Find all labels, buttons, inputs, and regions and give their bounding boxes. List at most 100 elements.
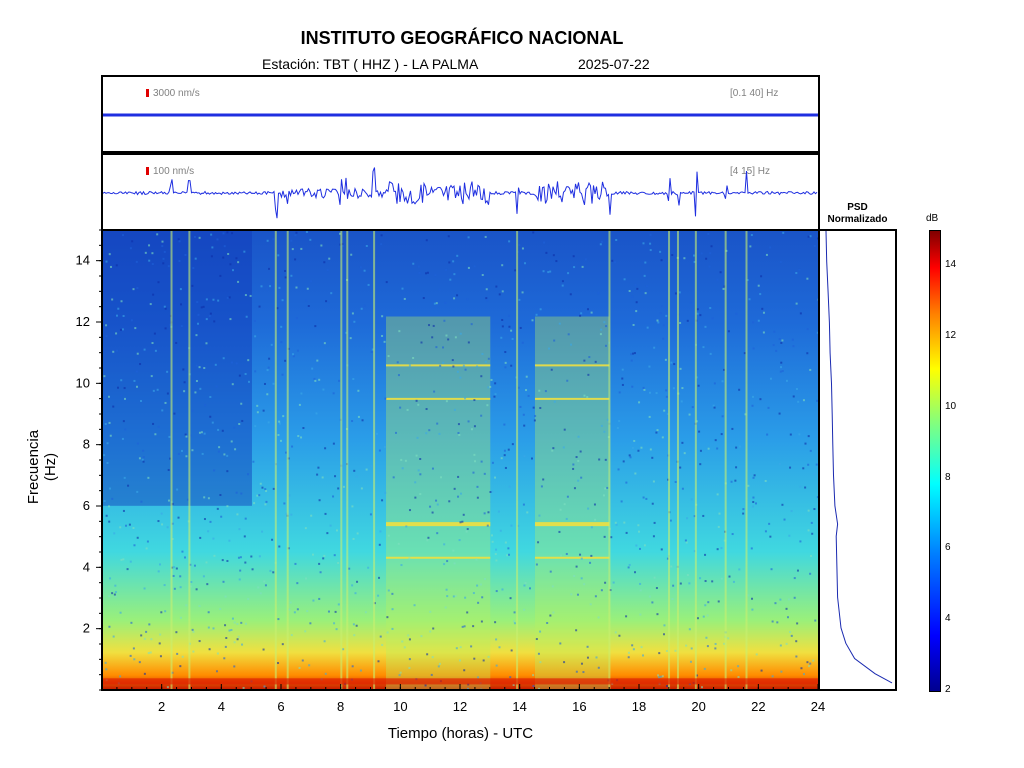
noise-speck	[579, 553, 582, 556]
noise-speck	[565, 552, 568, 555]
noise-speck	[470, 645, 473, 648]
noise-speck	[119, 675, 122, 678]
noise-speck	[317, 466, 320, 469]
noise-speck	[495, 285, 498, 288]
noise-speck	[594, 360, 597, 363]
noise-speck	[480, 414, 483, 417]
noise-speck	[198, 605, 201, 608]
noise-speck	[243, 535, 246, 538]
noise-speck	[386, 616, 389, 619]
noise-speck	[143, 587, 146, 590]
noise-speck	[603, 321, 606, 324]
noise-speck	[345, 331, 348, 334]
noise-speck	[446, 560, 449, 563]
noise-speck	[774, 602, 777, 605]
noise-speck	[379, 530, 382, 533]
noise-speck	[628, 454, 631, 457]
noise-speck	[618, 634, 621, 637]
noise-speck	[813, 244, 816, 247]
noise-speck	[203, 496, 206, 499]
noise-speck	[106, 442, 109, 445]
noise-speck	[674, 292, 677, 295]
noise-speck	[603, 430, 606, 433]
x-tick-label: 6	[277, 699, 284, 714]
trace-scale-label: 100 nm/s	[153, 166, 195, 177]
noise-speck	[460, 492, 463, 495]
noise-speck	[420, 635, 423, 638]
noise-speck	[792, 345, 795, 348]
noise-speck	[104, 422, 107, 425]
noise-speck	[702, 346, 705, 349]
noise-speck	[269, 569, 272, 572]
noise-speck	[369, 513, 372, 516]
noise-speck	[290, 634, 293, 637]
noise-speck	[420, 341, 423, 344]
noise-speck	[266, 288, 269, 291]
noise-speck	[744, 413, 747, 416]
noise-speck	[142, 460, 145, 463]
noise-speck	[618, 391, 621, 394]
noise-speck	[247, 473, 250, 476]
noise-speck	[649, 448, 652, 451]
noise-speck	[659, 675, 662, 678]
noise-speck	[614, 521, 617, 524]
noise-speck	[461, 520, 464, 523]
noise-speck	[459, 376, 462, 379]
noise-speck	[807, 509, 810, 512]
noise-speck	[644, 292, 647, 295]
noise-speck	[327, 610, 330, 613]
noise-speck	[237, 261, 240, 264]
noise-speck	[109, 577, 112, 580]
noise-speck	[164, 327, 167, 330]
noise-speck	[707, 601, 710, 604]
noise-speck	[559, 508, 562, 511]
noise-speck	[296, 582, 299, 585]
noise-speck	[552, 254, 555, 257]
noise-speck	[747, 594, 750, 597]
noise-speck	[135, 370, 138, 373]
noise-speck	[547, 271, 550, 274]
noise-speck	[462, 513, 465, 516]
noise-speck	[320, 244, 323, 247]
noise-speck	[582, 671, 585, 674]
noise-speck	[258, 305, 261, 308]
noise-speck	[481, 274, 484, 277]
colorbar-tick-label: 12	[945, 330, 957, 342]
noise-speck	[194, 257, 197, 260]
noise-speck	[789, 433, 792, 436]
noise-speck	[590, 526, 593, 529]
trace-waveform-1	[103, 113, 818, 117]
noise-speck	[198, 640, 201, 643]
noise-speck	[135, 385, 138, 388]
noise-speck	[459, 646, 462, 649]
noise-speck	[463, 669, 466, 672]
noise-speck	[271, 538, 274, 541]
noise-speck	[318, 562, 321, 565]
noise-speck	[663, 409, 666, 412]
noise-speck	[297, 435, 300, 438]
noise-speck	[563, 428, 566, 431]
noise-speck	[300, 247, 303, 250]
noise-speck	[277, 618, 280, 621]
noise-speck	[772, 344, 775, 347]
noise-speck	[495, 590, 498, 593]
noise-speck	[217, 450, 220, 453]
noise-speck	[583, 359, 586, 362]
noise-speck	[660, 259, 663, 262]
noise-speck	[140, 500, 143, 503]
noise-speck	[443, 543, 446, 546]
noise-speck	[684, 539, 687, 542]
noise-speck	[651, 502, 654, 505]
noise-speck	[799, 540, 802, 543]
noise-speck	[401, 467, 404, 470]
noise-speck	[780, 361, 783, 364]
noise-speck	[621, 377, 624, 380]
noise-speck	[130, 621, 133, 624]
noise-speck	[621, 383, 624, 386]
noise-speck	[236, 622, 239, 625]
noise-speck	[752, 347, 755, 350]
noise-speck	[135, 260, 138, 263]
noise-speck	[136, 536, 139, 539]
noise-speck	[204, 404, 207, 407]
spectrogram-plot	[101, 229, 820, 691]
